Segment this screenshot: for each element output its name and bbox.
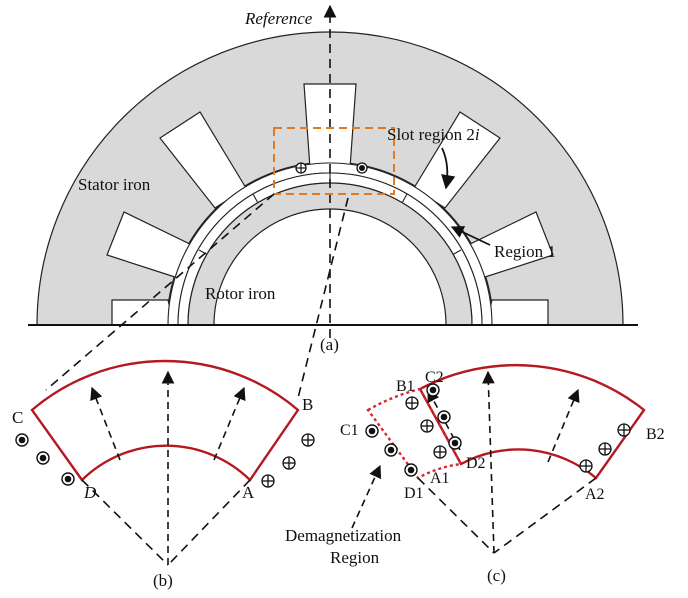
dot-current-icon <box>356 162 368 174</box>
rotor-iron-label: Rotor iron <box>205 284 276 303</box>
corner-b-label: B <box>302 395 313 414</box>
field-arrow <box>481 370 495 554</box>
corner-c-label: C <box>12 408 23 427</box>
cross-current-icon <box>295 162 307 174</box>
demag-label-line2: Region <box>330 548 380 567</box>
label-a2: A2 <box>585 486 605 503</box>
zoomed-region-c: B1 C2 C1 A1 D2 D1 B2 A2 Demagnetization … <box>285 363 665 585</box>
corner-d-label: D <box>83 483 97 502</box>
demag-region-boundary <box>366 387 463 480</box>
region1-arrow <box>450 226 491 246</box>
slot-region-label: Slot region 2i <box>387 125 480 144</box>
label-d2: D2 <box>466 455 486 472</box>
fig-c-label: (c) <box>487 566 506 585</box>
region-b-boundary <box>30 359 300 482</box>
region1-label: Region 1 <box>494 242 556 261</box>
label-a1: A1 <box>430 470 450 487</box>
slot-region-arrow <box>441 147 456 190</box>
stator-iron-label: Stator iron <box>78 175 151 194</box>
label-c1: C1 <box>340 422 359 439</box>
demag-label-line1: Demagnetization <box>285 526 402 545</box>
field-arrow <box>547 388 580 463</box>
label-d1: D1 <box>404 485 424 502</box>
label-c2: C2 <box>425 369 444 386</box>
corner-a-label: A <box>242 483 255 502</box>
zoom-box <box>273 127 395 195</box>
motor-cross-section: Reference Stator iron Rotor iron Slot re… <box>28 4 638 399</box>
region-c-boundary <box>418 363 646 480</box>
zoomed-region-b: C B D A (b) <box>12 359 315 590</box>
cross-current-icon <box>261 433 315 488</box>
fig-b-label: (b) <box>153 571 173 590</box>
fig-a-label: (a) <box>320 335 339 354</box>
field-arrow <box>213 386 246 461</box>
label-b1: B1 <box>396 378 415 395</box>
reference-label: Reference <box>244 9 313 28</box>
stator-slots <box>106 83 554 326</box>
cross-current-icon <box>405 396 631 473</box>
field-arrow <box>90 386 121 461</box>
demag-pointer-arrow <box>351 464 382 529</box>
label-b2: B2 <box>646 426 665 443</box>
zoom-leader-right <box>297 197 349 399</box>
dot-current-icon <box>15 433 75 486</box>
dot-current-icon <box>365 383 462 477</box>
zoom-leader-left <box>45 193 275 391</box>
